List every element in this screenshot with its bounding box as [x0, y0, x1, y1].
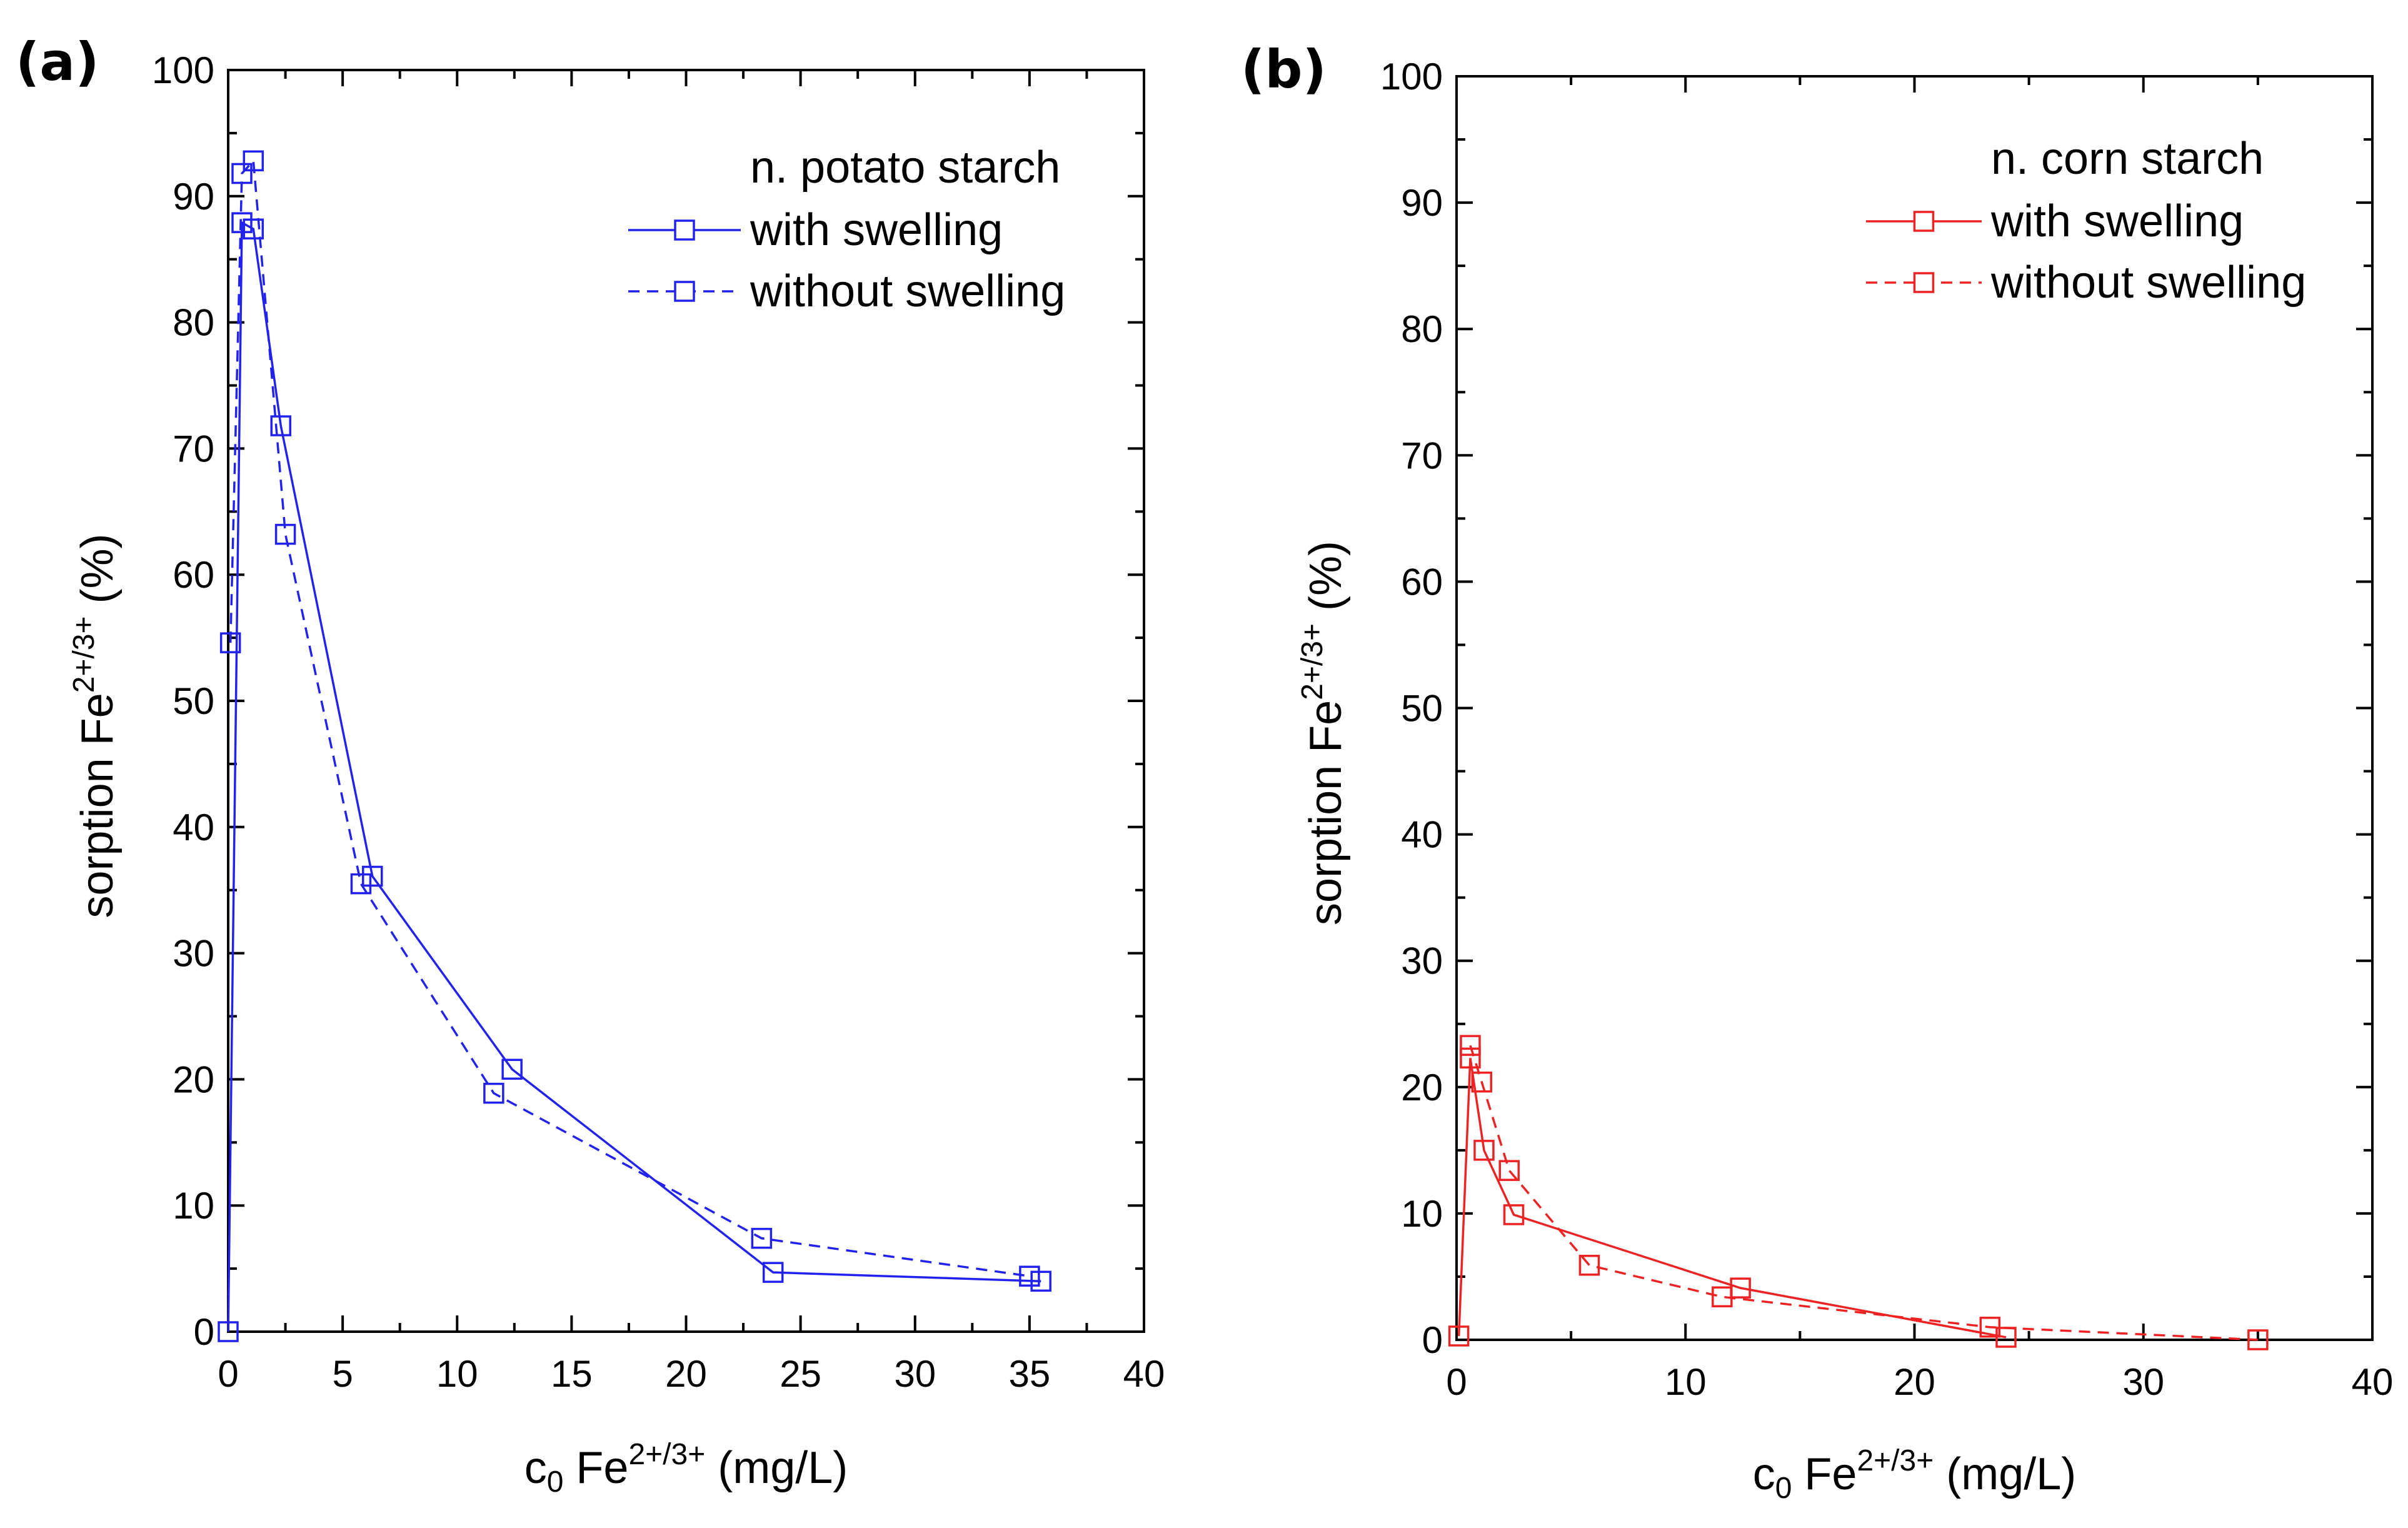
data-point-with-swelling [270, 415, 291, 436]
data-point-without-swelling [1498, 1160, 1520, 1181]
legend-title-b: n. corn starch [1991, 134, 2264, 184]
data-point-without-swelling [219, 632, 241, 653]
y-tick-label: 70 [1401, 435, 1443, 476]
data-point-without-swelling [1460, 1035, 1481, 1056]
data-point-without-swelling [2247, 1329, 2269, 1350]
y-tick-label: 30 [1401, 940, 1443, 982]
series-line-without-swelling [229, 158, 1030, 1277]
y-tick-label: 40 [1401, 814, 1443, 856]
data-point-without-swelling [483, 1082, 504, 1104]
panel-a-chart: (a) 0 5 10 15 20 25 30 35 40 0 10 20 30 40 50 60 70 80 90 10… [16, 31, 1165, 1499]
x-tick-label: 25 [780, 1353, 821, 1395]
y-tick-label: 50 [1401, 688, 1443, 730]
x-tick-label: 0 [1446, 1361, 1467, 1403]
data-point-without-swelling [274, 523, 296, 545]
y-tick-label: 50 [173, 680, 214, 722]
y-axis-title-a: sorption Fe2+/3+ (%) [68, 534, 123, 918]
x-tick-label: 30 [2122, 1361, 2164, 1403]
y-tick-label: 60 [173, 554, 214, 596]
x-tick-label: 40 [1123, 1353, 1165, 1395]
y-tick-label: 80 [1401, 308, 1443, 350]
y-tick-label: 90 [1401, 182, 1443, 224]
legend-label-without-swelling: without swelling [1990, 258, 2306, 308]
y-tick-label: 10 [173, 1185, 214, 1227]
legend-marker-without-swelling [674, 281, 695, 302]
series-line-with-swelling [1457, 1058, 2007, 1339]
y-axis-title-b: sorption Fe2+/3+ (%) [1296, 541, 1351, 925]
y-tick-label: 80 [173, 302, 214, 344]
data-point-without-swelling [1979, 1317, 2001, 1338]
x-tick-label: 20 [1894, 1361, 1935, 1403]
y-tick-label: 90 [173, 176, 214, 218]
y-tick-label: 60 [1401, 561, 1443, 603]
data-point-without-swelling [751, 1227, 773, 1249]
x-tick-label: 35 [1009, 1353, 1051, 1395]
data-point-with-swelling [1030, 1270, 1051, 1292]
x-axis-title-a: c0 Fe2+/3+ (mg/L) [524, 1438, 848, 1499]
y-tick-label: 100 [1380, 56, 1443, 98]
y-tick-label: 70 [173, 428, 214, 470]
y-tick-label: 20 [173, 1058, 214, 1100]
panel-label-b: (b) [1241, 39, 1327, 100]
data-point-without-swelling [231, 163, 253, 184]
legend-title-a: n. potato starch [750, 143, 1060, 193]
x-tick-label: 10 [1665, 1361, 1707, 1403]
y-tick-label: 30 [173, 933, 214, 975]
x-tick-label: 0 [218, 1353, 238, 1395]
plot-frame-a [227, 69, 1145, 1333]
y-tick-label: 0 [194, 1311, 214, 1353]
y-tick-label: 20 [1401, 1067, 1443, 1108]
legend-marker-without-swelling [1913, 272, 1935, 293]
x-tick-label: 20 [665, 1353, 707, 1395]
data-point-without-swelling [243, 150, 264, 172]
data-point-without-swelling [1578, 1255, 1600, 1276]
y-tick-label: 100 [152, 49, 214, 91]
legend-marker-with-swelling [1913, 211, 1935, 232]
data-point-with-swelling [231, 212, 253, 233]
legend-label-with-swelling: with swelling [1990, 196, 2244, 246]
data-point-without-swelling [350, 873, 372, 895]
data-point-with-swelling [1473, 1140, 1495, 1161]
x-tick-label: 5 [332, 1353, 353, 1395]
data-point-with-swelling [1503, 1204, 1525, 1225]
data-point-with-swelling [1448, 1325, 1470, 1347]
data-point-with-swelling [501, 1058, 523, 1080]
data-point-with-swelling [243, 218, 264, 240]
legend-marker-with-swelling [674, 219, 695, 241]
data-point-with-swelling [218, 1321, 239, 1342]
data-point-without-swelling [1471, 1071, 1493, 1093]
data-point-with-swelling [762, 1262, 784, 1283]
panel-label-a: (a) [16, 31, 99, 93]
data-point-without-swelling [1712, 1286, 1733, 1308]
x-tick-label: 30 [894, 1353, 936, 1395]
x-tick-label: 40 [2352, 1361, 2394, 1403]
y-tick-label: 10 [1401, 1193, 1443, 1235]
series-line-without-swelling [1469, 1045, 2258, 1341]
x-tick-label: 10 [436, 1353, 478, 1395]
legend-label-without-swelling: without swelling [750, 266, 1065, 316]
data-point-with-swelling [361, 865, 383, 887]
x-axis-title-b: c0 Fe2+/3+ (mg/L) [1753, 1444, 2077, 1505]
legend-label-with-swelling: with swelling [750, 205, 1003, 255]
panel-b-chart: (b) 0 10 20 30 40 0 10 20 30 40 50 60 70 80 90 100 c0 Fe2… [1241, 39, 2393, 1505]
series-line-with-swelling [227, 221, 1041, 1332]
y-tick-label: 40 [173, 807, 214, 848]
y-tick-label: 0 [1422, 1319, 1443, 1361]
x-tick-label: 15 [551, 1353, 593, 1395]
data-point-without-swelling [1019, 1265, 1040, 1287]
